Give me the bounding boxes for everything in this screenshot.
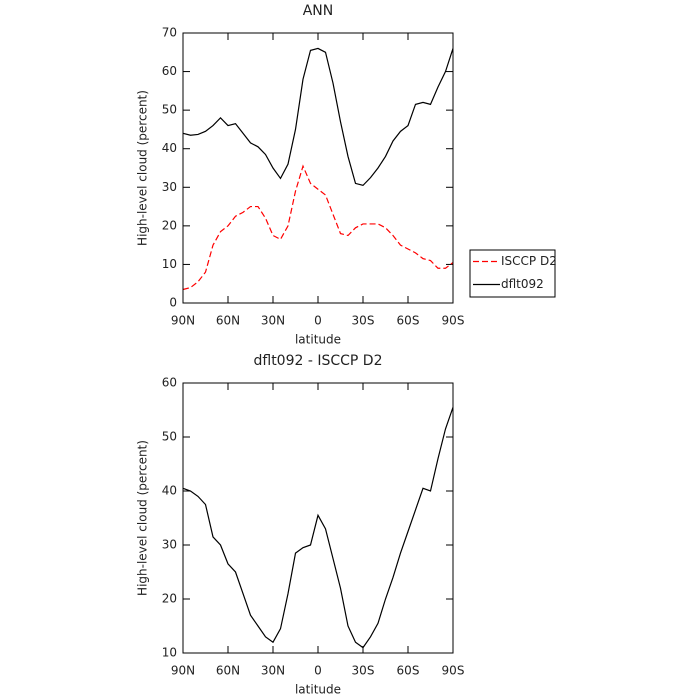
x-tick-label: 30S — [352, 664, 375, 678]
y-tick-label: 30 — [162, 180, 177, 194]
x-tick-label: 0 — [314, 314, 322, 328]
data-line — [182, 47, 454, 187]
y-tick-label: 0 — [169, 296, 177, 310]
y-tick-label: 20 — [162, 218, 177, 232]
x-tick-label: 90N — [171, 664, 195, 678]
x-tick-label: 30N — [261, 664, 285, 678]
y-tick-label: 50 — [162, 430, 177, 444]
x-tick-label: 90S — [442, 664, 465, 678]
legend-label: dflt092 — [501, 277, 544, 291]
chart-title: dflt092 - ISCCP D2 — [253, 353, 382, 369]
x-axis-label: latitude — [295, 333, 341, 347]
x-axis-label: latitude — [295, 683, 341, 697]
y-axis-label: High-level cloud (percent) — [136, 440, 150, 596]
plot-frame — [182, 382, 454, 654]
y-tick-label: 20 — [162, 592, 177, 606]
x-tick-label: 90S — [442, 314, 465, 328]
x-tick-label: 60S — [397, 314, 420, 328]
y-tick-label: 40 — [162, 484, 177, 498]
x-tick-label: 0 — [314, 664, 322, 678]
x-tick-label: 60N — [216, 664, 240, 678]
x-tick-label: 30S — [352, 314, 375, 328]
legend-box — [469, 249, 556, 298]
chart-title: ANN — [303, 3, 334, 19]
legend-label: ISCCP D2 — [501, 254, 557, 268]
y-tick-label: 60 — [162, 376, 177, 390]
y-tick-label: 50 — [162, 103, 177, 117]
x-tick-label: 90N — [171, 314, 195, 328]
data-line — [182, 164, 454, 291]
y-axis-label: High-level cloud (percent) — [136, 90, 150, 246]
x-tick-label: 30N — [261, 314, 285, 328]
data-line — [182, 407, 454, 649]
y-tick-label: 10 — [162, 257, 177, 271]
y-tick-label: 70 — [162, 26, 177, 40]
y-tick-label: 60 — [162, 64, 177, 78]
y-tick-label: 40 — [162, 141, 177, 155]
x-tick-label: 60N — [216, 314, 240, 328]
plot-frame — [182, 32, 454, 304]
y-tick-label: 10 — [162, 646, 177, 660]
x-tick-label: 60S — [397, 664, 420, 678]
y-tick-label: 30 — [162, 538, 177, 552]
